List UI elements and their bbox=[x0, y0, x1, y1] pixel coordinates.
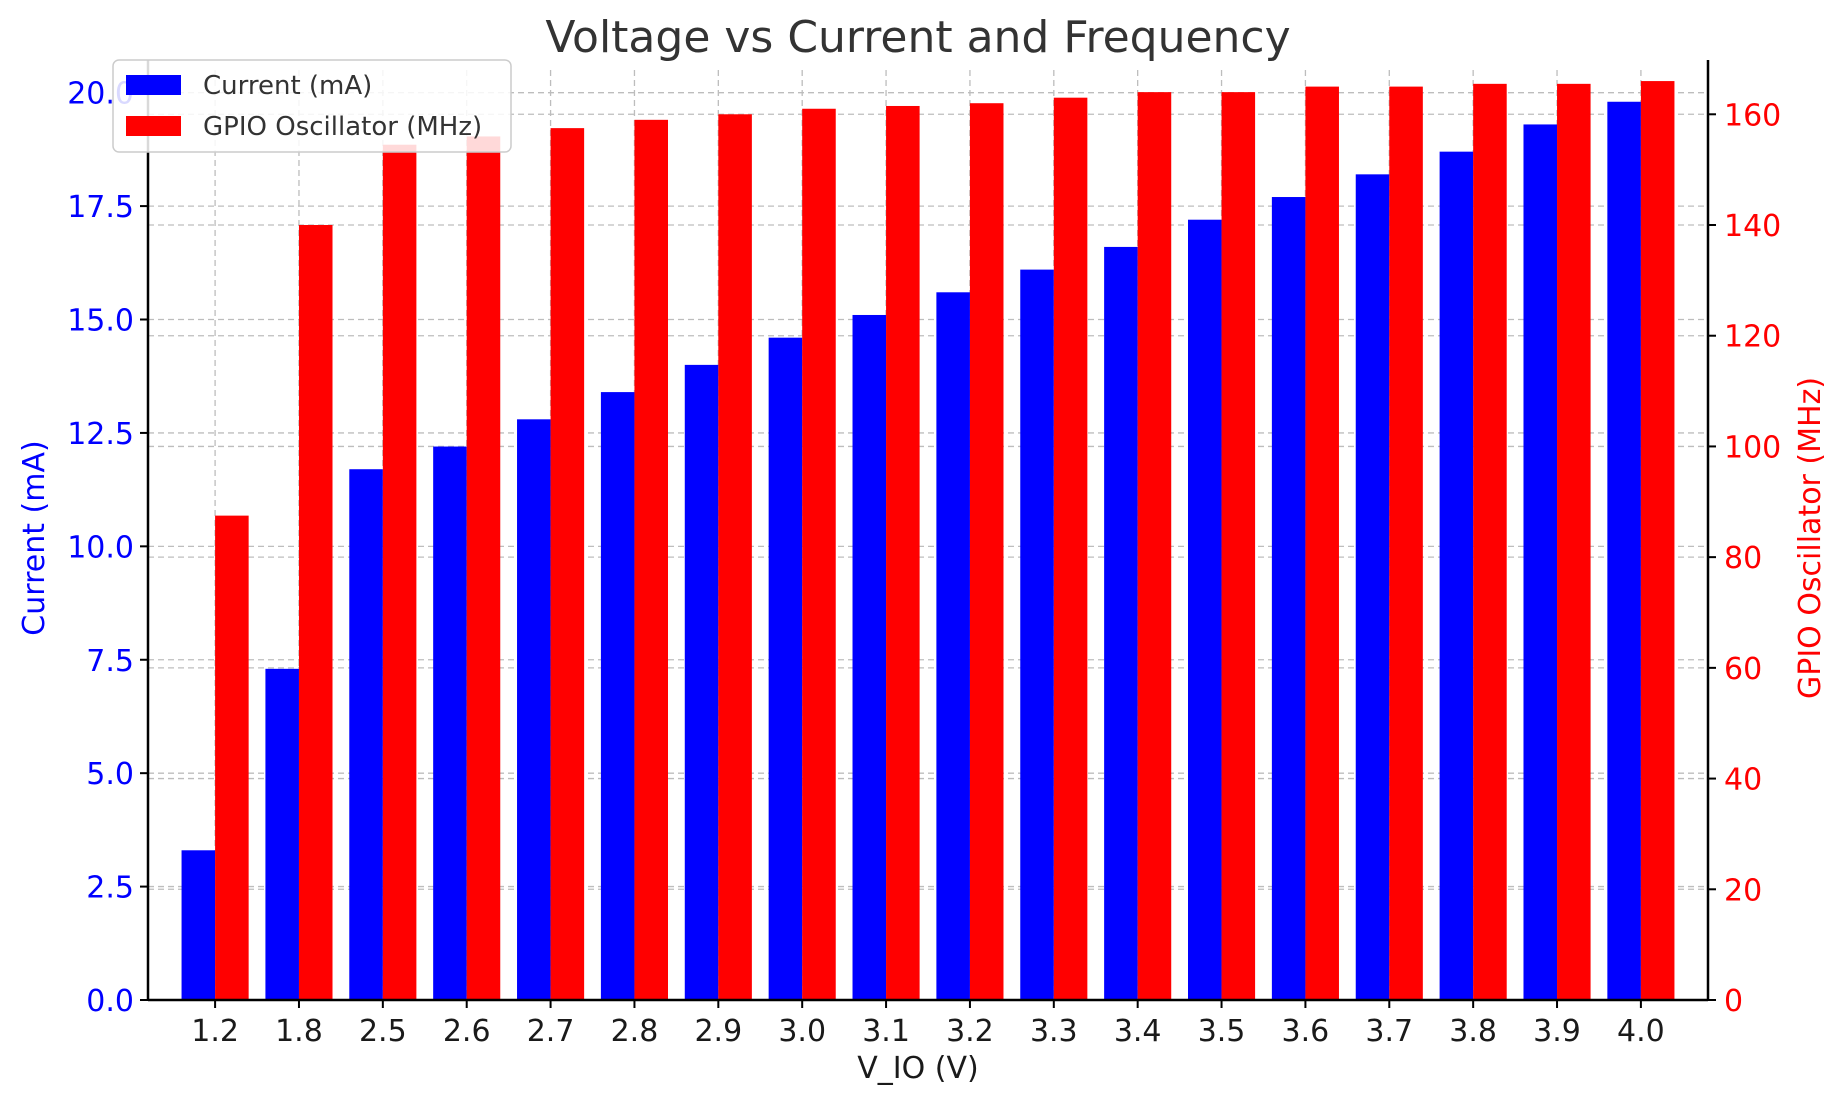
y-axis-label-left: Current (mA) bbox=[17, 440, 52, 635]
bar-frequency bbox=[1557, 83, 1591, 1000]
bar-frequency bbox=[718, 114, 752, 1001]
y-tick-label-left: 17.5 bbox=[67, 190, 134, 225]
bar-current bbox=[265, 668, 299, 1000]
bar-current bbox=[1439, 151, 1474, 1000]
y-tick-label-left: 12.5 bbox=[67, 417, 134, 452]
bar-frequency bbox=[969, 103, 1004, 1000]
bar-current bbox=[1355, 174, 1390, 1001]
chart-title: Voltage vs Current and Frequency bbox=[545, 12, 1290, 63]
y-tick-label-right: 140 bbox=[1724, 209, 1781, 244]
bar-current bbox=[1523, 124, 1558, 1000]
y-tick-label-left: 5.0 bbox=[86, 757, 134, 792]
x-tick-label: 2.5 bbox=[359, 1014, 407, 1049]
y-tick-label-right: 60 bbox=[1724, 652, 1762, 687]
bar-frequency bbox=[1473, 83, 1507, 1000]
bar-frequency bbox=[634, 119, 668, 1001]
x-tick-label: 3.8 bbox=[1449, 1014, 1497, 1049]
y-tick-label-right: 0 bbox=[1724, 984, 1743, 1019]
x-tick-label: 3.6 bbox=[1282, 1014, 1330, 1049]
y-tick-label-left: 10.0 bbox=[67, 530, 134, 565]
legend-swatch-frequency bbox=[126, 116, 181, 136]
y-tick-label-right: 20 bbox=[1724, 873, 1762, 908]
x-tick-label: 3.0 bbox=[778, 1014, 826, 1049]
bar-current bbox=[684, 364, 719, 1000]
bar-current bbox=[349, 469, 383, 1001]
legend-label-frequency: GPIO Oscillator (MHz) bbox=[203, 112, 482, 142]
x-tick-label: 3.4 bbox=[1114, 1014, 1162, 1049]
y-tick-label-right: 120 bbox=[1724, 320, 1781, 355]
x-tick-label: 3.7 bbox=[1365, 1014, 1413, 1049]
bar-current bbox=[852, 314, 887, 1001]
legend-swatch-current bbox=[126, 75, 181, 95]
x-tick-label: 1.8 bbox=[275, 1014, 323, 1049]
x-tick-label: 2.9 bbox=[694, 1014, 742, 1049]
legend: Current (mA) GPIO Oscillator (MHz) bbox=[112, 59, 512, 153]
axes bbox=[146, 60, 1710, 1002]
x-tick-label: 4.0 bbox=[1617, 1014, 1665, 1049]
x-axis-label: V_IO (V) bbox=[857, 1051, 978, 1086]
bar-current bbox=[936, 292, 970, 1000]
x-tick-label: 2.7 bbox=[527, 1014, 575, 1049]
bar-current bbox=[1607, 101, 1641, 1000]
bar-current bbox=[1104, 246, 1138, 1001]
bar-frequency bbox=[298, 225, 333, 1000]
bar-frequency bbox=[1640, 81, 1675, 1001]
bar-current bbox=[1271, 197, 1306, 1000]
x-tick-label: 2.6 bbox=[443, 1014, 491, 1049]
y-tick-label-right: 100 bbox=[1724, 430, 1781, 465]
y-tick-label-left: 15.0 bbox=[67, 304, 134, 339]
bar-current bbox=[517, 419, 551, 1000]
bar-current bbox=[1020, 269, 1054, 1000]
x-tick-label: 3.2 bbox=[946, 1014, 994, 1049]
x-tick-label: 3.3 bbox=[1030, 1014, 1078, 1049]
x-tick-label: 3.5 bbox=[1198, 1014, 1246, 1049]
bar-frequency bbox=[550, 128, 585, 1000]
bar-current bbox=[181, 850, 216, 1000]
bar-current bbox=[768, 337, 803, 1000]
bar-frequency bbox=[1305, 86, 1339, 1001]
legend-label-current: Current (mA) bbox=[203, 71, 372, 101]
bar-current bbox=[1188, 219, 1222, 1000]
bar-frequency bbox=[382, 144, 417, 1000]
y-tick-label-left: 2.5 bbox=[86, 871, 134, 906]
y-tick-label-left: 0.0 bbox=[86, 984, 134, 1019]
x-tick-label: 1.2 bbox=[191, 1014, 239, 1049]
bar-current bbox=[433, 446, 467, 1000]
y-tick-label-right: 80 bbox=[1724, 541, 1762, 576]
x-tick-label: 3.1 bbox=[862, 1014, 910, 1049]
y-tick-label-right: 160 bbox=[1724, 98, 1781, 133]
y-tick-label-right: 40 bbox=[1724, 763, 1762, 798]
x-tick-label: 3.9 bbox=[1533, 1014, 1581, 1049]
legend-box bbox=[112, 59, 512, 153]
y-tick-label-left: 7.5 bbox=[86, 644, 134, 679]
bar-frequency bbox=[466, 136, 501, 1000]
bar-frequency bbox=[215, 515, 249, 1000]
bar-frequency bbox=[802, 108, 836, 1000]
x-tick-label: 2.8 bbox=[611, 1014, 659, 1049]
bar-frequency bbox=[1053, 97, 1088, 1000]
y-axis-label-right: GPIO Oscillator (MHz) bbox=[1793, 377, 1828, 699]
bar-frequency bbox=[1389, 86, 1423, 1001]
bar-frequency bbox=[886, 105, 920, 1001]
bar-current bbox=[600, 392, 635, 1001]
bar-frequency bbox=[1137, 92, 1172, 1000]
bar-frequency bbox=[1221, 92, 1256, 1000]
bars bbox=[181, 81, 1675, 1001]
